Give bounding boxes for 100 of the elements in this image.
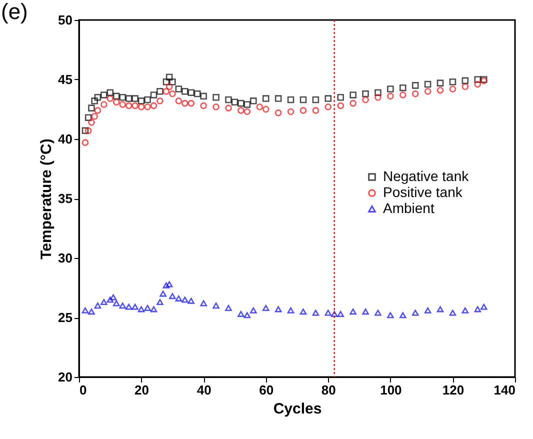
point: [449, 310, 456, 316]
point: [387, 86, 394, 92]
point: [91, 98, 98, 104]
point: [424, 88, 432, 95]
point: [424, 80, 432, 88]
point: [200, 92, 207, 100]
point: [166, 74, 173, 81]
point: [181, 100, 188, 107]
point: [138, 306, 145, 312]
point: [387, 312, 394, 318]
point: [132, 95, 138, 102]
point: [244, 108, 251, 116]
point: [262, 95, 270, 102]
point: [100, 299, 108, 306]
x-tick-label: 120: [442, 382, 464, 398]
point: [132, 102, 138, 110]
point: [106, 296, 114, 303]
point: [449, 86, 456, 92]
point: [125, 102, 132, 110]
point: [94, 94, 102, 101]
point: [156, 88, 164, 95]
point: [188, 89, 194, 96]
point: [160, 290, 166, 297]
point: [287, 108, 294, 116]
point: [250, 98, 257, 104]
point: [362, 96, 369, 104]
point: [330, 310, 338, 317]
x-tick-label: 40: [196, 382, 212, 398]
point: [374, 89, 382, 96]
point: [474, 76, 482, 83]
point: [324, 103, 332, 110]
point: [162, 282, 170, 288]
point: [300, 96, 307, 104]
y-tick-label: 20: [58, 370, 72, 384]
x-axis-title: Cycles: [273, 400, 322, 418]
point: [162, 78, 170, 86]
point: [399, 312, 406, 318]
point: [256, 103, 264, 110]
point: [462, 83, 469, 90]
point: [84, 114, 92, 121]
point: [350, 92, 356, 98]
point: [225, 96, 232, 104]
point: [312, 310, 320, 316]
y-tick-label: 50: [58, 12, 72, 28]
point: [144, 96, 151, 104]
point: [412, 310, 419, 316]
point: [350, 100, 356, 107]
point: [374, 94, 382, 101]
point: [399, 84, 406, 92]
point: [350, 308, 356, 315]
point: [225, 104, 232, 112]
point: [250, 307, 257, 314]
point: [244, 101, 251, 108]
point: [424, 307, 432, 314]
point: [436, 80, 444, 86]
point: [88, 308, 95, 315]
point: [112, 300, 120, 306]
point: [274, 306, 282, 312]
point: [150, 306, 158, 312]
point: [106, 89, 114, 96]
point: [169, 293, 176, 300]
point: [324, 310, 332, 316]
point: [132, 304, 138, 310]
point: [181, 296, 188, 303]
point: [84, 127, 92, 134]
point: [300, 107, 307, 114]
point: [362, 308, 369, 315]
point: [337, 102, 344, 110]
point: [175, 98, 182, 104]
point: [312, 96, 320, 104]
point: [156, 299, 164, 306]
point: [88, 104, 95, 112]
point: [188, 298, 195, 304]
point: [119, 101, 126, 108]
x-tick-label: 60: [259, 382, 274, 398]
point: [462, 307, 469, 314]
point: [112, 98, 120, 106]
y-tick-label: 30: [58, 250, 72, 266]
point: [112, 92, 120, 100]
point: [150, 102, 158, 110]
point: [238, 100, 244, 107]
point: [238, 310, 244, 317]
point: [166, 281, 173, 288]
point: [181, 88, 188, 95]
point: [162, 88, 170, 95]
point: [125, 304, 132, 310]
point: [200, 300, 207, 306]
point: [474, 80, 482, 88]
point: [166, 83, 173, 90]
point: [91, 113, 98, 120]
point: [200, 102, 207, 110]
point: [462, 77, 469, 84]
point: [194, 90, 201, 98]
point: [175, 86, 182, 92]
y-tick-label: 40: [58, 132, 72, 146]
point: [399, 92, 406, 98]
point: [94, 302, 102, 309]
point: [212, 94, 220, 101]
point: [212, 103, 220, 110]
point: [119, 302, 126, 309]
